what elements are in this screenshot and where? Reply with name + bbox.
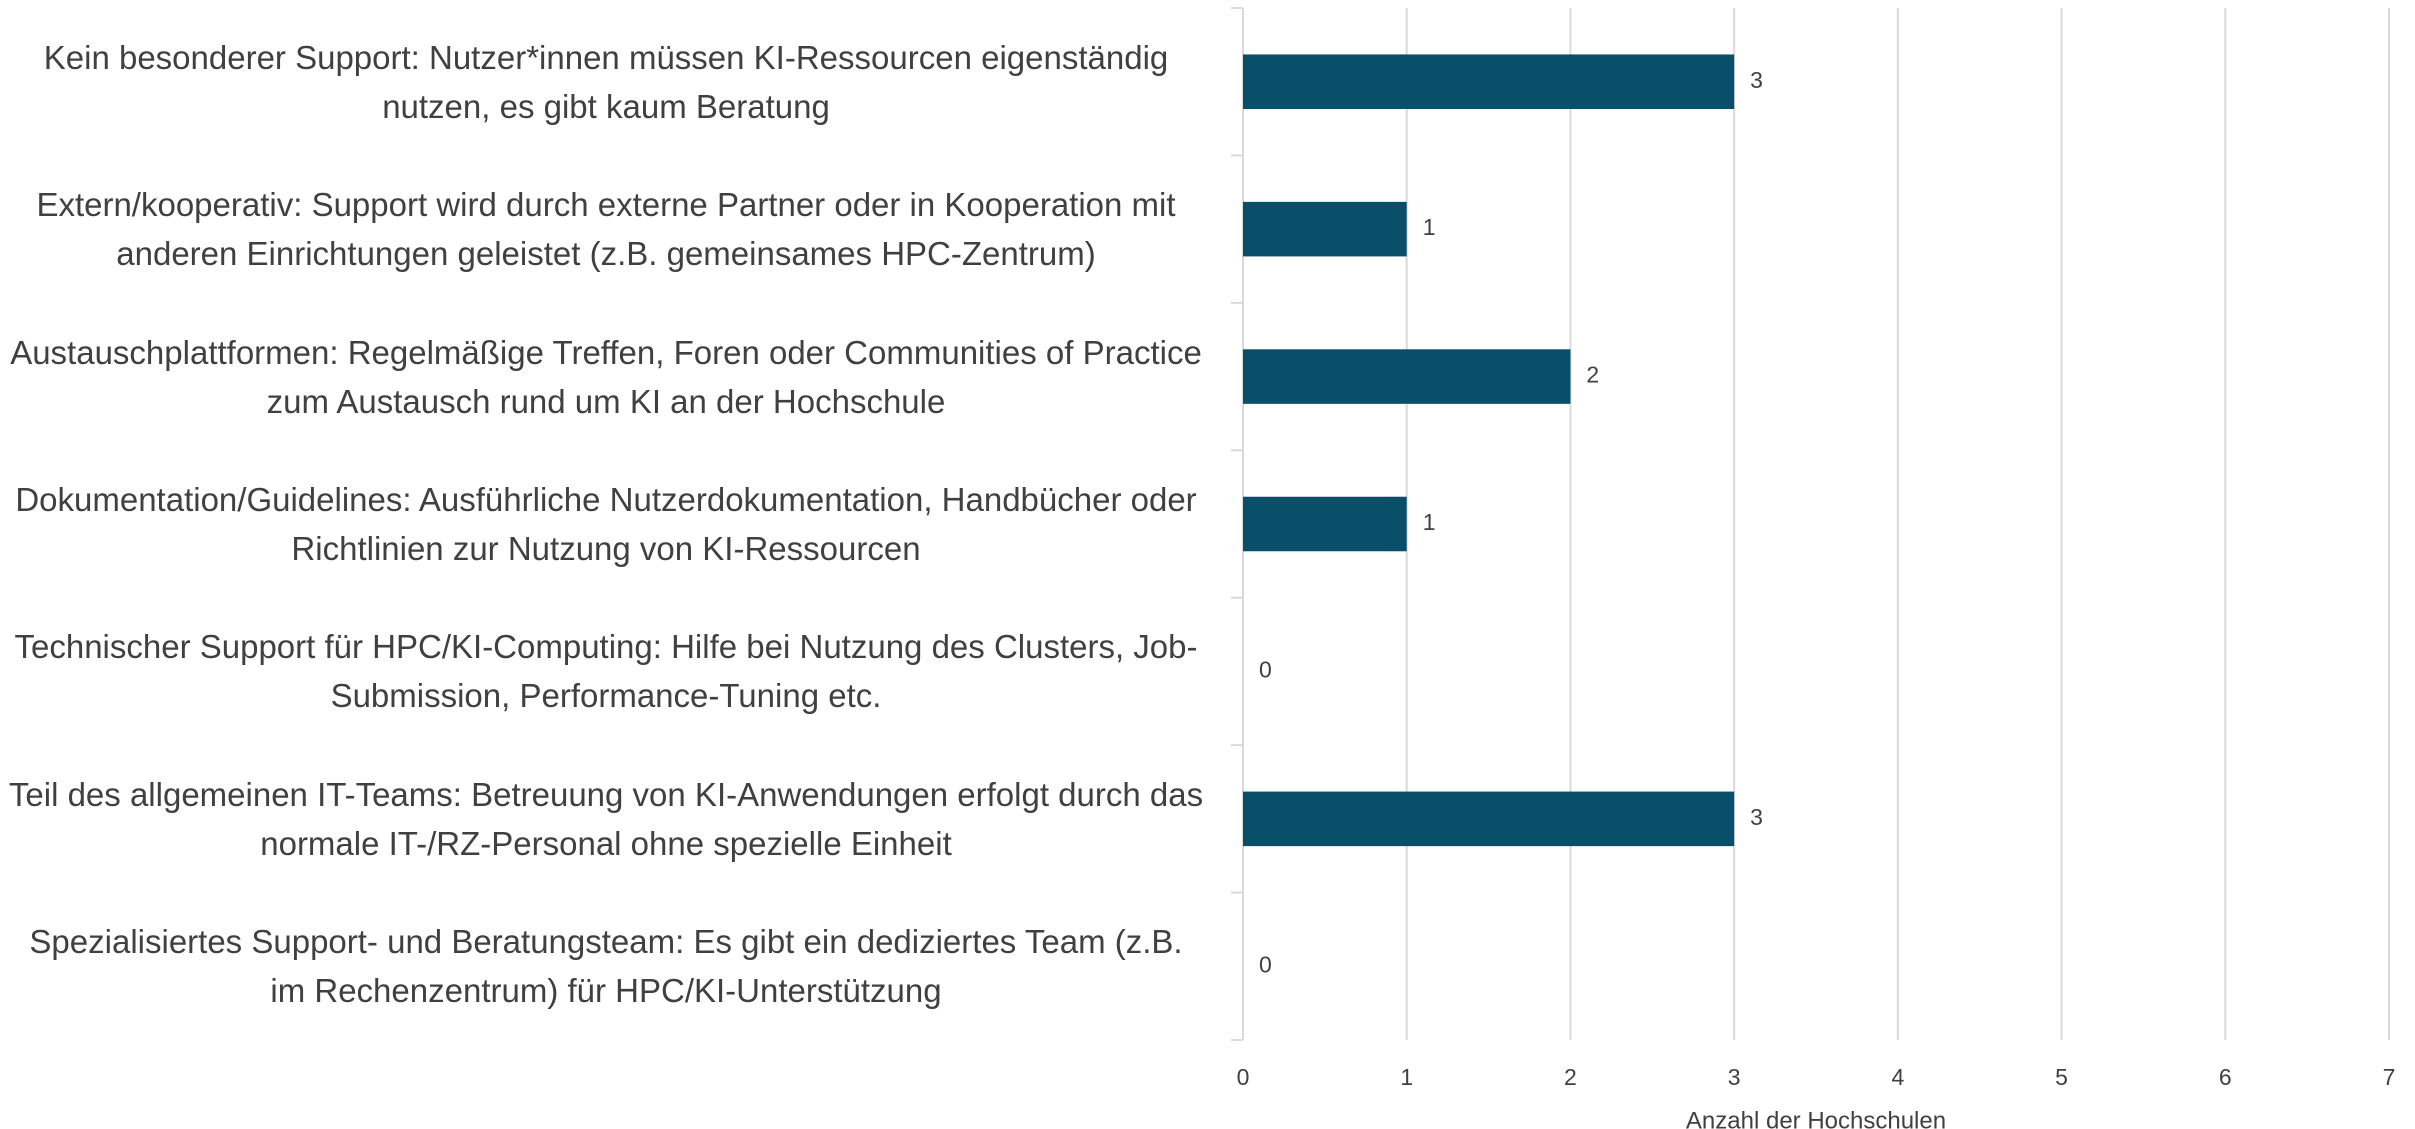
x-tick-label: 4: [1891, 1064, 1904, 1090]
value-label: 3: [1750, 804, 1763, 830]
bar: [1243, 496, 1407, 552]
x-tick-label: 5: [2055, 1064, 2068, 1090]
x-axis-title: Anzahl der Hochschulen: [1686, 1107, 1946, 1129]
bar: [1243, 791, 1735, 847]
y-tick-label: Spezialisiertes Support- und Beratungste…: [29, 923, 1183, 1010]
value-label: 2: [1586, 362, 1599, 388]
value-label: 1: [1423, 214, 1436, 240]
bar: [1243, 54, 1735, 109]
value-label: 3: [1750, 67, 1763, 93]
value-label: 0: [1259, 657, 1272, 683]
x-tick-label: 3: [1728, 1064, 1741, 1090]
bar: [1243, 349, 1571, 404]
x-tick-label: 0: [1237, 1064, 1250, 1090]
x-tick-label: 7: [2383, 1064, 2396, 1090]
y-tick-label: Technischer Support für HPC/KI-Computing…: [14, 628, 1198, 715]
x-tick-label: 6: [2219, 1064, 2232, 1090]
y-tick-label: Kein besonderer Support: Nutzer*innen mü…: [43, 38, 1169, 125]
x-tick-label: 2: [1564, 1064, 1577, 1090]
y-tick-label: Extern/kooperativ: Support wird durch ex…: [36, 186, 1176, 273]
y-tick-label: Dokumentation/Guidelines: Ausführliche N…: [15, 481, 1197, 567]
y-tick-label: Teil des allgemeinen IT-Teams: Betreuung…: [8, 775, 1204, 862]
value-label: 0: [1259, 951, 1272, 977]
bar: [1243, 201, 1407, 257]
y-tick-label: Austauschplattformen: Regelmäßige Treffe…: [10, 333, 1202, 420]
x-tick-label: 1: [1400, 1064, 1413, 1090]
value-label: 1: [1423, 509, 1436, 535]
